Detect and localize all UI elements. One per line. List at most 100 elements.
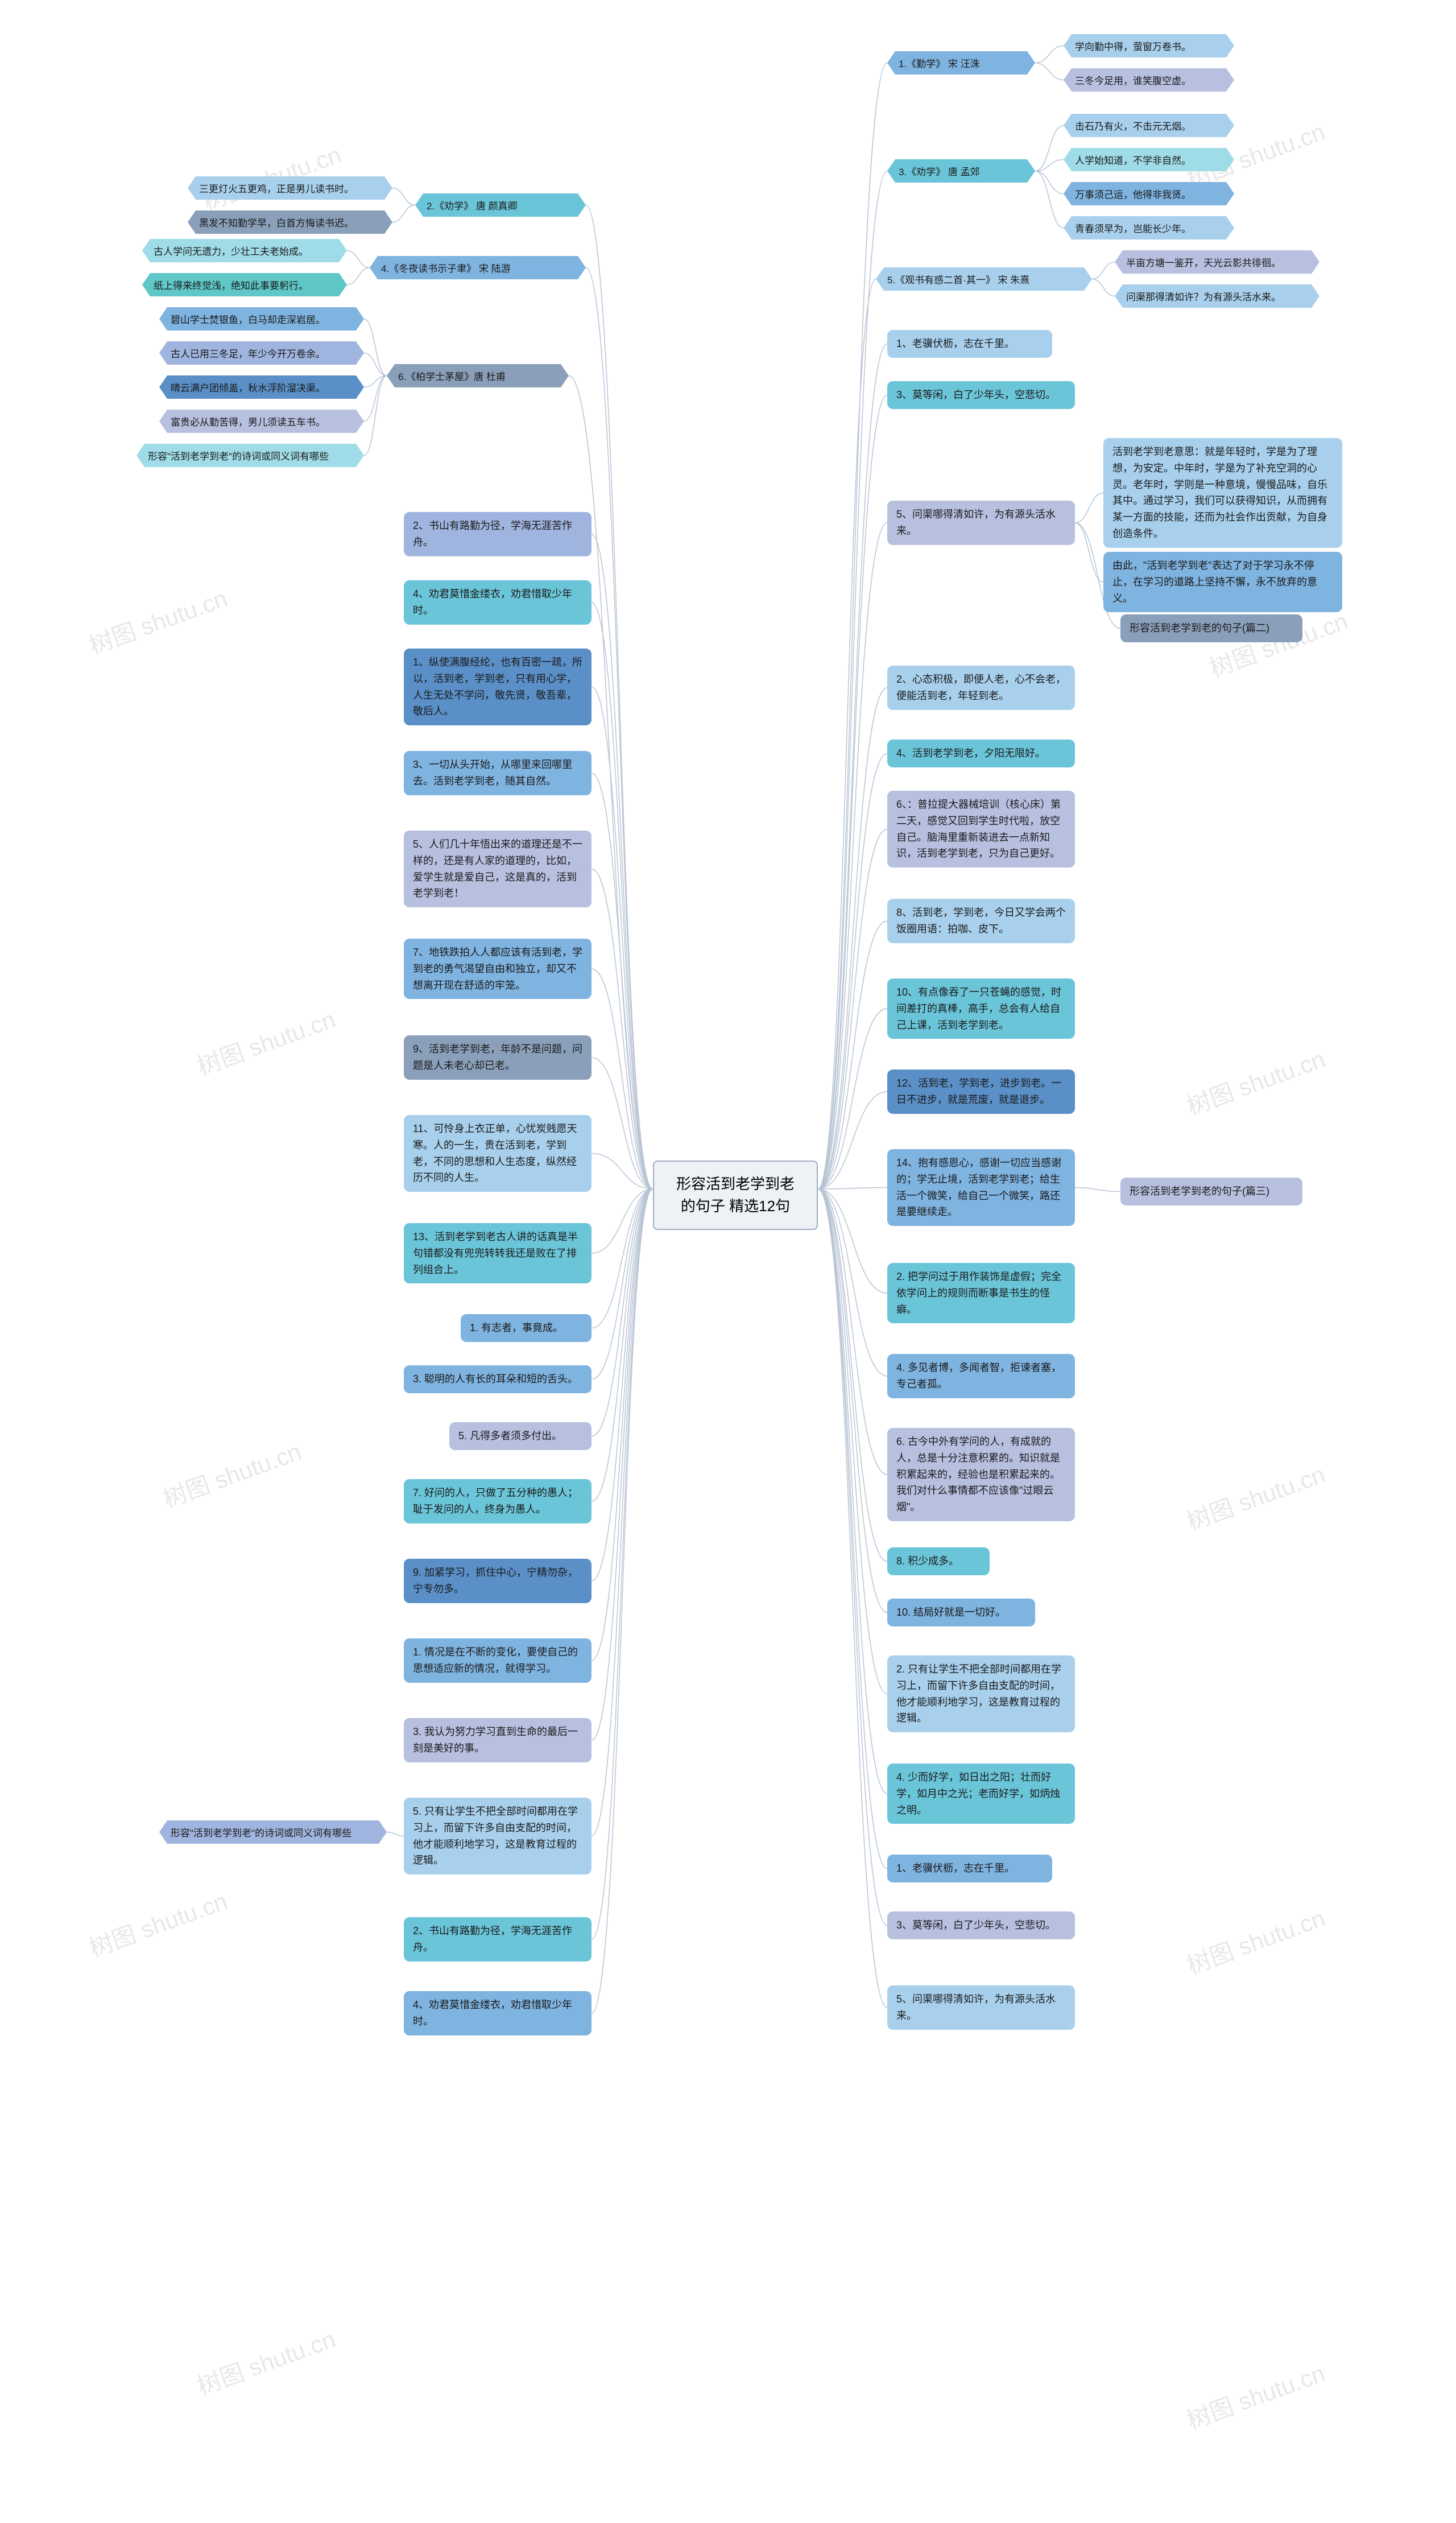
mindmap-rect-node: 1、老骥伏枥，志在千里。 [887,330,1052,358]
node-label: 1. 有志者，事竟成。 [470,1322,563,1333]
node-label: 6、：普拉提大器械培训（核心床）第二天，感觉又回到学生时代啦，放空自己。脑海里重… [896,799,1061,859]
node-label: 5. 只有让学生不把全部时间都用在学习上，而留下许多自由支配的时间，他才能顺利地… [413,1806,578,1866]
node-label: 晴云满户团倾盖，秋水浮阶溜决渠。 [171,383,325,394]
node-label: 由此，"活到老学到老"表达了对于学习永不停止，在学习的道路上坚持不懈，永不放弃的… [1112,560,1317,604]
mindmap-rect-node: 5、问渠哪得清如许，为有源头活水来。 [887,1985,1075,2030]
node-label: 古人学问无遗力，少壮工夫老始成。 [154,246,308,257]
node-label: 4、活到老学到老，夕阳无限好。 [896,748,1045,759]
mindmap-rect-node: 13、活到老学到老古人讲的话真是半句错都没有兜兜转转我还是败在了排列组合上。 [404,1223,592,1283]
mindmap-hex-node: 形容"活到老学到老"的诗词或同义词有哪些 [159,1820,387,1844]
node-label: 9. 加紧学习，抓住中心，宁精勿杂，宁专勿多。 [413,1567,578,1595]
mindmap-rect-node: 3. 我认为努力学习直到生命的最后一刻是美好的事。 [404,1718,592,1762]
node-label: 击石乃有火，不击元无烟。 [1075,121,1191,132]
mindmap-rect-node: 7. 好问的人，只做了五分种的愚人；耻于发问的人，终身为愚人。 [404,1479,592,1523]
node-label: 3、莫等闲，白了少年头，空悲切。 [896,389,1056,400]
mindmap-rect-node: 2、书山有路勤为径，学海无涯苦作舟。 [404,512,592,556]
mindmap-rect-node: 3、莫等闲，白了少年头，空悲切。 [887,1911,1075,1939]
node-label: 1.《勤学》 宋 汪洙 [899,59,980,69]
mindmap-rect-node: 9. 加紧学习，抓住中心，宁精勿杂，宁专勿多。 [404,1559,592,1603]
node-label: 3、莫等闲，白了少年头，空悲切。 [896,1919,1056,1931]
mindmap-rect-node: 5. 只有让学生不把全部时间都用在学习上，而留下许多自由支配的时间，他才能顺利地… [404,1798,592,1874]
mindmap-rect-node: 4、劝君莫惜金缕衣，劝君惜取少年时。 [404,580,592,625]
node-label: 人学始知道，不学非自然。 [1075,155,1191,166]
node-label: 1. 情况是在不断的变化，要使自己的思想适应新的情况，就得学习。 [413,1646,578,1674]
node-label: 2、书山有路勤为径，学海无涯苦作舟。 [413,1925,572,1953]
mindmap-hex-node: 三更灯火五更鸡，正是男儿读书时。 [188,176,392,200]
mindmap-rect-node: 9、活到老学到老，年龄不是问题，问题是人未老心却已老。 [404,1035,592,1080]
mindmap-hex-node: 2.《劝学》 唐 颜真卿 [415,193,586,217]
watermark: 树图 shutu.cn [84,579,231,661]
node-label: 4.《冬夜读书示子聿》 宋 陆游 [381,263,511,274]
node-label: 13、活到老学到老古人讲的话真是半句错都没有兜兜转转我还是败在了排列组合上。 [413,1231,578,1275]
node-label: 3.《劝学》 唐 孟郊 [899,167,980,177]
mindmap-hex-node: 形容"活到老学到老"的诗词或同义词有哪些 [136,444,364,467]
node-label: 3. 我认为努力学习直到生命的最后一刻是美好的事。 [413,1726,578,1754]
mindmap-rect-node: 4、活到老学到老，夕阳无限好。 [887,740,1075,767]
mindmap-rect-node: 10. 结局好就是一切好。 [887,1599,1035,1626]
mindmap-rect-node: 2、书山有路勤为径，学海无涯苦作舟。 [404,1917,592,1962]
mindmap-hex-node: 6.《柏学士茅屋》唐 杜甫 [387,364,569,387]
mindmap-hex-node: 青春须早为，岂能长少年。 [1064,216,1234,240]
node-label: 4. 多见者博，多闻者智，拒谏者塞，专己者孤。 [896,1362,1061,1390]
node-label: 5、问渠哪得清如许，为有源头活水来。 [896,509,1056,536]
mindmap-rect-node: 1. 情况是在不断的变化，要使自己的思想适应新的情况，就得学习。 [404,1638,592,1683]
mindmap-hex-node: 3.《劝学》 唐 孟郊 [887,159,1035,183]
node-label: 2、心态积极，即便人老，心不会老，便能活到老，年轻到老。 [896,674,1066,701]
node-label: 14、抱有感恩心，感谢一切应当感谢的；学无止境，活到老学到老；给生活一个微笑，给… [896,1157,1061,1217]
mindmap-rect-node: 8、活到老，学到老，今日又学会两个饭圈用语：拍咖、皮下。 [887,899,1075,943]
watermark: 树图 shutu.cn [84,1882,231,1964]
node-label: 三冬今足用，谁笑腹空虚。 [1075,76,1191,86]
node-label: 半亩方塘一鉴开，天光云影共徘徊。 [1126,258,1281,269]
mindmap-center: 形容活到老学到老的句子 精选12句 [653,1161,818,1230]
node-label: 形容"活到老学到老"的诗词或同义词有哪些 [148,451,329,462]
node-label: 11、可怜身上衣正单，心忧炭贱愿天寒。人的一生，贵在活到老，学到老，不同的思想和… [413,1123,577,1183]
watermark: 树图 shutu.cn [1181,1040,1329,1122]
mindmap-rect-node: 活到老学到老意思：就是年轻时，学是为了理想，为安定。中年时，学是为了补充空洞的心… [1103,438,1342,548]
mindmap-rect-node: 形容活到老学到老的句子(篇三) [1120,1178,1302,1205]
mindmap-hex-node: 晴云满户团倾盖，秋水浮阶溜决渠。 [159,375,364,399]
mindmap-rect-node: 3. 聪明的人有长的耳朵和短的舌头。 [404,1365,592,1393]
node-label: 5. 凡得多者须多付出。 [458,1430,562,1442]
mindmap-hex-node: 4.《冬夜读书示子聿》 宋 陆游 [370,256,586,279]
mindmap-rect-node: 1、纵使满腹经纶，也有百密一疏，所以，活到老，学到老，只有用心学，人生无处不学问… [404,649,592,725]
node-label: 富贵必从勤苦得，男儿须读五车书。 [171,417,325,428]
mindmap-rect-node: 8. 积少成多。 [887,1547,990,1575]
center-title: 形容活到老学到老的句子 精选12句 [676,1175,795,1215]
watermark: 树图 shutu.cn [1181,1455,1329,1537]
node-label: 12、活到老，学到老，进步到老。一日不进步，就是荒废，就是退步。 [896,1077,1061,1105]
node-label: 活到老学到老意思：就是年轻时，学是为了理想，为安定。中年时，学是为了补充空洞的心… [1112,446,1327,539]
mindmap-rect-node: 5. 凡得多者须多付出。 [449,1422,592,1450]
watermark: 树图 shutu.cn [1181,2354,1329,2436]
mindmap-rect-node: 2、心态积极，即便人老，心不会老，便能活到老，年轻到老。 [887,666,1075,710]
mindmap-hex-node: 古人已用三冬足，年少今开万卷余。 [159,341,364,365]
mindmap-hex-node: 击石乃有火，不击元无烟。 [1064,114,1234,137]
node-label: 4、劝君莫惜金缕衣，劝君惜取少年时。 [413,1999,572,2027]
watermark: 树图 shutu.cn [192,2320,340,2402]
mindmap-hex-node: 问渠那得清如许？为有源头活水来。 [1115,284,1320,308]
mindmap-rect-node: 6. 古今中外有学问的人，有成就的人，总是十分注意积累的。知识就是积累起来的，经… [887,1428,1075,1521]
node-label: 3. 聪明的人有长的耳朵和短的舌头。 [413,1373,578,1385]
mindmap-rect-node: 3、莫等闲，白了少年头，空悲切。 [887,381,1075,409]
mindmap-hex-node: 富贵必从勤苦得，男儿须读五车书。 [159,410,364,433]
watermark: 树图 shutu.cn [1181,1899,1329,1981]
node-label: 问渠那得清如许？为有源头活水来。 [1126,292,1281,303]
node-label: 6.《柏学士茅屋》唐 杜甫 [398,371,506,382]
mindmap-rect-node: 10、有点像吞了一只苍蝇的感觉，时间差打的真棒，高手，总会有人给自己上课，活到老… [887,978,1075,1039]
node-label: 1、老骥伏枥，志在千里。 [896,1863,1015,1874]
node-label: 5、人们几十年悟出来的道理还是不一样的，还是有人家的道理的，比如，爱学生就是爱自… [413,839,582,899]
node-label: 3、一切从头开始，从哪里来回哪里去。活到老学到老，随其自然。 [413,759,572,787]
node-label: 形容活到老学到老的句子(篇二) [1130,622,1269,634]
mindmap-hex-node: 学向勤中得，萤窗万卷书。 [1064,34,1234,57]
node-label: 5.《观书有感二首·其一》 宋 朱熹 [887,275,1029,286]
mindmap-rect-node: 14、抱有感恩心，感谢一切应当感谢的；学无止境，活到老学到老；给生活一个微笑，给… [887,1149,1075,1226]
node-label: 4. 少而好学，如日出之阳；壮而好学，如月中之光；老而好学，如炳烛之明。 [896,1772,1060,1816]
mindmap-rect-node: 4. 少而好学，如日出之阳；壮而好学，如月中之光；老而好学，如炳烛之明。 [887,1764,1075,1824]
node-label: 2. 把学问过于用作装饰是虚假；完全依学问上的规则而断事是书生的怪癖。 [896,1271,1061,1315]
mindmap-hex-node: 半亩方塘一鉴开，天光云影共徘徊。 [1115,250,1320,274]
node-label: 9、活到老学到老，年龄不是问题，问题是人未老心却已老。 [413,1043,582,1071]
mindmap-hex-node: 纸上得来终觉浅，绝知此事要躬行。 [142,273,347,296]
node-label: 10、有点像吞了一只苍蝇的感觉，时间差打的真棒，高手，总会有人给自己上课，活到老… [896,986,1061,1031]
mindmap-rect-node: 5、问渠哪得清如许，为有源头活水来。 [887,501,1075,545]
mindmap-hex-node: 万事须己运，他得非我贤。 [1064,182,1234,205]
mindmap-rect-node: 12、活到老，学到老，进步到老。一日不进步，就是荒废，就是退步。 [887,1070,1075,1114]
